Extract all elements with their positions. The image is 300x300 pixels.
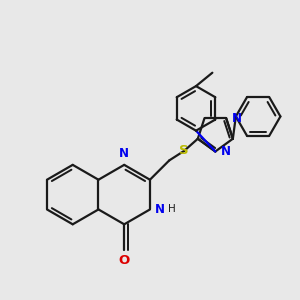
Text: N: N: [232, 112, 242, 124]
Text: N: N: [119, 147, 129, 161]
Text: S: S: [179, 144, 189, 157]
Text: O: O: [118, 254, 130, 267]
Text: H: H: [168, 204, 176, 214]
Text: N: N: [155, 203, 165, 216]
Text: N: N: [221, 145, 231, 158]
